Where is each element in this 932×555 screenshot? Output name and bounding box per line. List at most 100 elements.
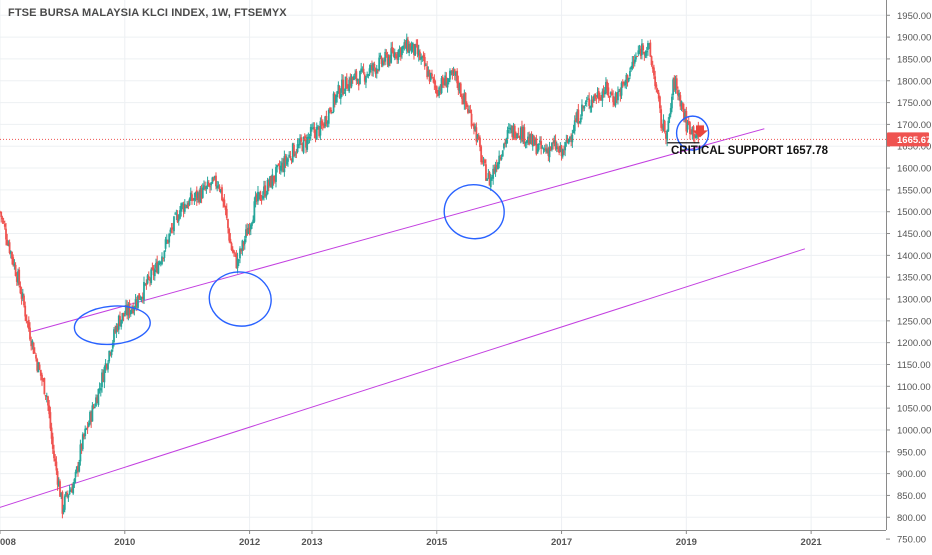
- candle-body: [162, 257, 165, 259]
- candle-body: [98, 388, 101, 390]
- candle-body: [401, 47, 403, 56]
- y-tick-label: 1500.00: [897, 207, 931, 218]
- candle-body: [431, 73, 433, 77]
- candle-body: [392, 51, 395, 57]
- candle-body: [537, 143, 540, 150]
- candle-body: [283, 156, 286, 173]
- annotations: CRITICAL SUPPORT 1657.78: [0, 115, 886, 346]
- candle-body: [297, 144, 300, 146]
- candle-body: [287, 158, 289, 162]
- candle-body: [623, 81, 625, 85]
- candle-body: [8, 242, 11, 253]
- candle-body: [260, 199, 263, 201]
- candle-body: [314, 131, 317, 139]
- candle-body: [66, 493, 69, 496]
- annotation-circle: [208, 271, 272, 327]
- candle-body: [45, 396, 48, 398]
- candle-body: [140, 297, 143, 300]
- candle-body: [639, 48, 642, 56]
- candle-body: [165, 239, 168, 241]
- candle-body: [247, 227, 250, 234]
- candle-body: [578, 122, 581, 124]
- candle-body: [554, 140, 557, 150]
- candle-body: [663, 121, 666, 132]
- candle-body: [395, 54, 397, 59]
- candle-body: [383, 60, 385, 64]
- candle-body: [210, 182, 213, 186]
- x-tick-label: 2019: [676, 537, 697, 548]
- candle-body: [374, 68, 377, 74]
- candle-body: [97, 389, 100, 405]
- candle-body: [139, 299, 142, 301]
- candle-body: [387, 57, 390, 66]
- candle-body: [601, 91, 604, 101]
- candle-body: [644, 52, 647, 57]
- candle-body: [689, 122, 691, 135]
- candle-body: [31, 340, 34, 345]
- candle-body: [101, 372, 103, 388]
- candle-body: [518, 136, 521, 138]
- candle-body: [242, 242, 245, 246]
- candle-body: [396, 56, 399, 58]
- candle-body: [447, 78, 450, 83]
- candle-body: [438, 87, 441, 96]
- trendline-upper-support: [31, 128, 765, 333]
- candle-body: [26, 321, 29, 323]
- x-tick-label: 2012: [239, 537, 260, 548]
- candle-body: [403, 42, 406, 46]
- y-tick-label: 1900.00: [897, 33, 931, 44]
- down-arrow-icon: [692, 125, 708, 138]
- y-tick-label: 1050.00: [897, 404, 931, 415]
- candle-body: [527, 136, 529, 143]
- y-tick-label: 750.00: [897, 535, 926, 546]
- candle-body: [569, 136, 571, 139]
- candle-body: [619, 89, 622, 97]
- candle-body: [252, 219, 255, 224]
- candle-body: [54, 458, 57, 462]
- candle-body: [83, 433, 85, 438]
- candle-body: [329, 108, 331, 112]
- candle-body: [347, 89, 349, 91]
- candle-body: [319, 121, 322, 136]
- candle-body: [171, 227, 174, 230]
- candle-body: [648, 43, 651, 45]
- y-tick-label: 1100.00: [897, 382, 931, 393]
- candle-body: [199, 187, 202, 203]
- y-tick-label: 1150.00: [897, 360, 931, 371]
- candle-body: [614, 93, 617, 106]
- candle-body: [483, 159, 486, 163]
- candle-body: [570, 138, 573, 141]
- candle-body: [168, 233, 171, 243]
- candle-body: [133, 307, 136, 311]
- candle-body: [6, 239, 9, 245]
- candle-body: [349, 77, 352, 86]
- candle-body: [679, 95, 682, 107]
- candle-body: [386, 55, 389, 65]
- candle-body: [594, 93, 597, 99]
- candle-body: [501, 150, 504, 157]
- candle-body: [17, 271, 19, 283]
- candle-body: [338, 86, 341, 98]
- candle-body: [217, 185, 220, 187]
- candle-body: [3, 224, 6, 227]
- candle-body: [434, 85, 437, 88]
- candle-body: [606, 81, 609, 90]
- candle-body: [312, 127, 315, 129]
- candle-body: [201, 187, 204, 198]
- candle-body: [134, 299, 137, 308]
- x-tick-label: 2010: [114, 537, 135, 548]
- candle-body: [462, 98, 465, 105]
- candle-body: [264, 185, 267, 197]
- candle-body: [325, 116, 328, 125]
- candle-body: [146, 275, 149, 284]
- candle-body: [269, 176, 271, 185]
- candle-body: [277, 164, 280, 166]
- y-tick-label: 1600.00: [897, 164, 931, 175]
- x-tick-label: 008: [0, 537, 16, 548]
- candle-body: [641, 43, 643, 55]
- y-tick-label: 850.00: [897, 491, 926, 502]
- candle-body: [197, 192, 199, 199]
- candle-body: [429, 72, 432, 81]
- candle-body: [194, 192, 197, 197]
